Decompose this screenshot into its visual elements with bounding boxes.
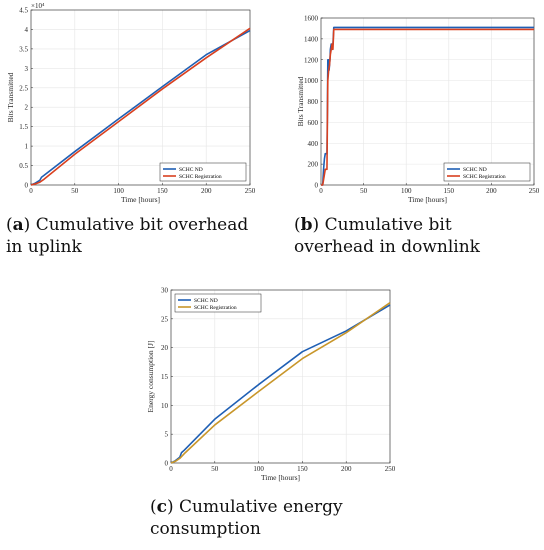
- x-tick-label: 50: [211, 465, 219, 473]
- caption-a-text: Cumulative bit overhead in uplink: [6, 215, 249, 257]
- caption-b-text: Cumulative bit overhead in downlink: [294, 215, 480, 257]
- y-axis-label: Energy consumption [J]: [146, 341, 155, 413]
- caption-a-letter: a: [12, 215, 24, 235]
- y-tick-label: 400: [308, 140, 319, 148]
- y-tick-label: 1200: [304, 56, 319, 64]
- series-line-schc-registration: [170, 302, 391, 464]
- y-tick-label: 2: [25, 104, 29, 112]
- y-tick-label: 1.5: [19, 123, 28, 131]
- y-tick-label: 1400: [304, 35, 319, 43]
- y-tick-label: 1000: [304, 77, 319, 85]
- x-tick-label: 200: [341, 465, 352, 473]
- x-tick-label: 250: [385, 465, 396, 473]
- x-tick-label: 100: [113, 187, 124, 195]
- legend-entry-label: SCHC ND: [463, 167, 487, 173]
- y-tick-label: 15: [161, 373, 169, 381]
- legend-entry-label: SCHC Registration: [179, 174, 222, 180]
- y-tick-label: 800: [308, 98, 319, 106]
- series-line-schc-registration: [30, 27, 251, 186]
- y-tick-label: 4.5: [19, 7, 28, 15]
- plot-area: [31, 10, 250, 185]
- y-tick-label: 200: [308, 161, 319, 169]
- x-tick-label: 50: [360, 187, 368, 195]
- legend-box: [443, 162, 531, 182]
- y-tick-label: 0.5: [19, 162, 28, 170]
- y-axis-label: Bits Transmitted: [6, 72, 15, 122]
- x-tick-label: 50: [71, 187, 79, 195]
- y-axis-label: Bits Transmitted: [296, 76, 305, 126]
- y-tick-label: 1600: [304, 15, 319, 23]
- caption-b-letter: b: [300, 215, 313, 235]
- x-tick-label: 100: [401, 187, 412, 195]
- series-line-schc-nd: [321, 26, 534, 186]
- x-tick-label: 150: [297, 465, 308, 473]
- x-tick-label: 150: [157, 187, 168, 195]
- y-tick-label: 3.5: [19, 45, 28, 53]
- y-tick-label: 0: [165, 460, 169, 468]
- legend-entry-label: SCHC Registration: [463, 174, 506, 180]
- x-tick-label: 250: [245, 187, 256, 195]
- x-tick-label: 250: [529, 187, 540, 195]
- series-line-schc-registration: [321, 28, 534, 186]
- x-tick-label: 200: [201, 187, 212, 195]
- y-tick-label: 3: [25, 65, 29, 73]
- y-exponent-label: ×10⁴: [31, 2, 45, 10]
- y-tick-label: 0: [315, 182, 319, 190]
- caption-c-text: Cumulative energy consumption: [150, 497, 343, 539]
- caption-c-letter: c: [156, 497, 167, 517]
- legend-box: [159, 162, 247, 182]
- legend-box: [174, 293, 262, 313]
- axes-frame: [30, 9, 251, 186]
- x-tick-label: 100: [253, 465, 264, 473]
- y-tick-label: 10: [161, 402, 169, 410]
- x-tick-label: 0: [29, 187, 33, 195]
- y-tick-label: 25: [161, 315, 169, 323]
- y-tick-label: 1: [25, 143, 29, 151]
- x-tick-label: 0: [319, 187, 323, 195]
- legend-entry-label: SCHC ND: [194, 298, 218, 304]
- x-axis-label: Time [hours]: [261, 473, 300, 482]
- y-tick-label: 30: [161, 287, 169, 295]
- x-tick-label: 0: [169, 465, 173, 473]
- y-tick-label: 0: [25, 182, 29, 190]
- series-line-schc-nd: [30, 29, 251, 186]
- legend-entry-label: SCHC Registration: [194, 305, 237, 311]
- y-tick-label: 5: [165, 431, 169, 439]
- x-axis-label: Time [hours]: [408, 195, 447, 204]
- caption-a: (a) Cumulative bit overhead in uplink: [6, 215, 249, 257]
- y-tick-label: 4: [25, 26, 29, 34]
- x-tick-label: 200: [486, 187, 497, 195]
- y-tick-label: 2.5: [19, 84, 28, 92]
- x-axis-label: Time [hours]: [121, 195, 160, 204]
- legend-entry-label: SCHC ND: [179, 167, 203, 173]
- y-tick-label: 600: [308, 119, 319, 127]
- caption-c: (c) Cumulative energy consumption: [150, 497, 343, 539]
- y-tick-label: 20: [161, 344, 169, 352]
- caption-b: (b) Cumulative bit overhead in downlink: [294, 215, 480, 257]
- x-tick-label: 150: [444, 187, 455, 195]
